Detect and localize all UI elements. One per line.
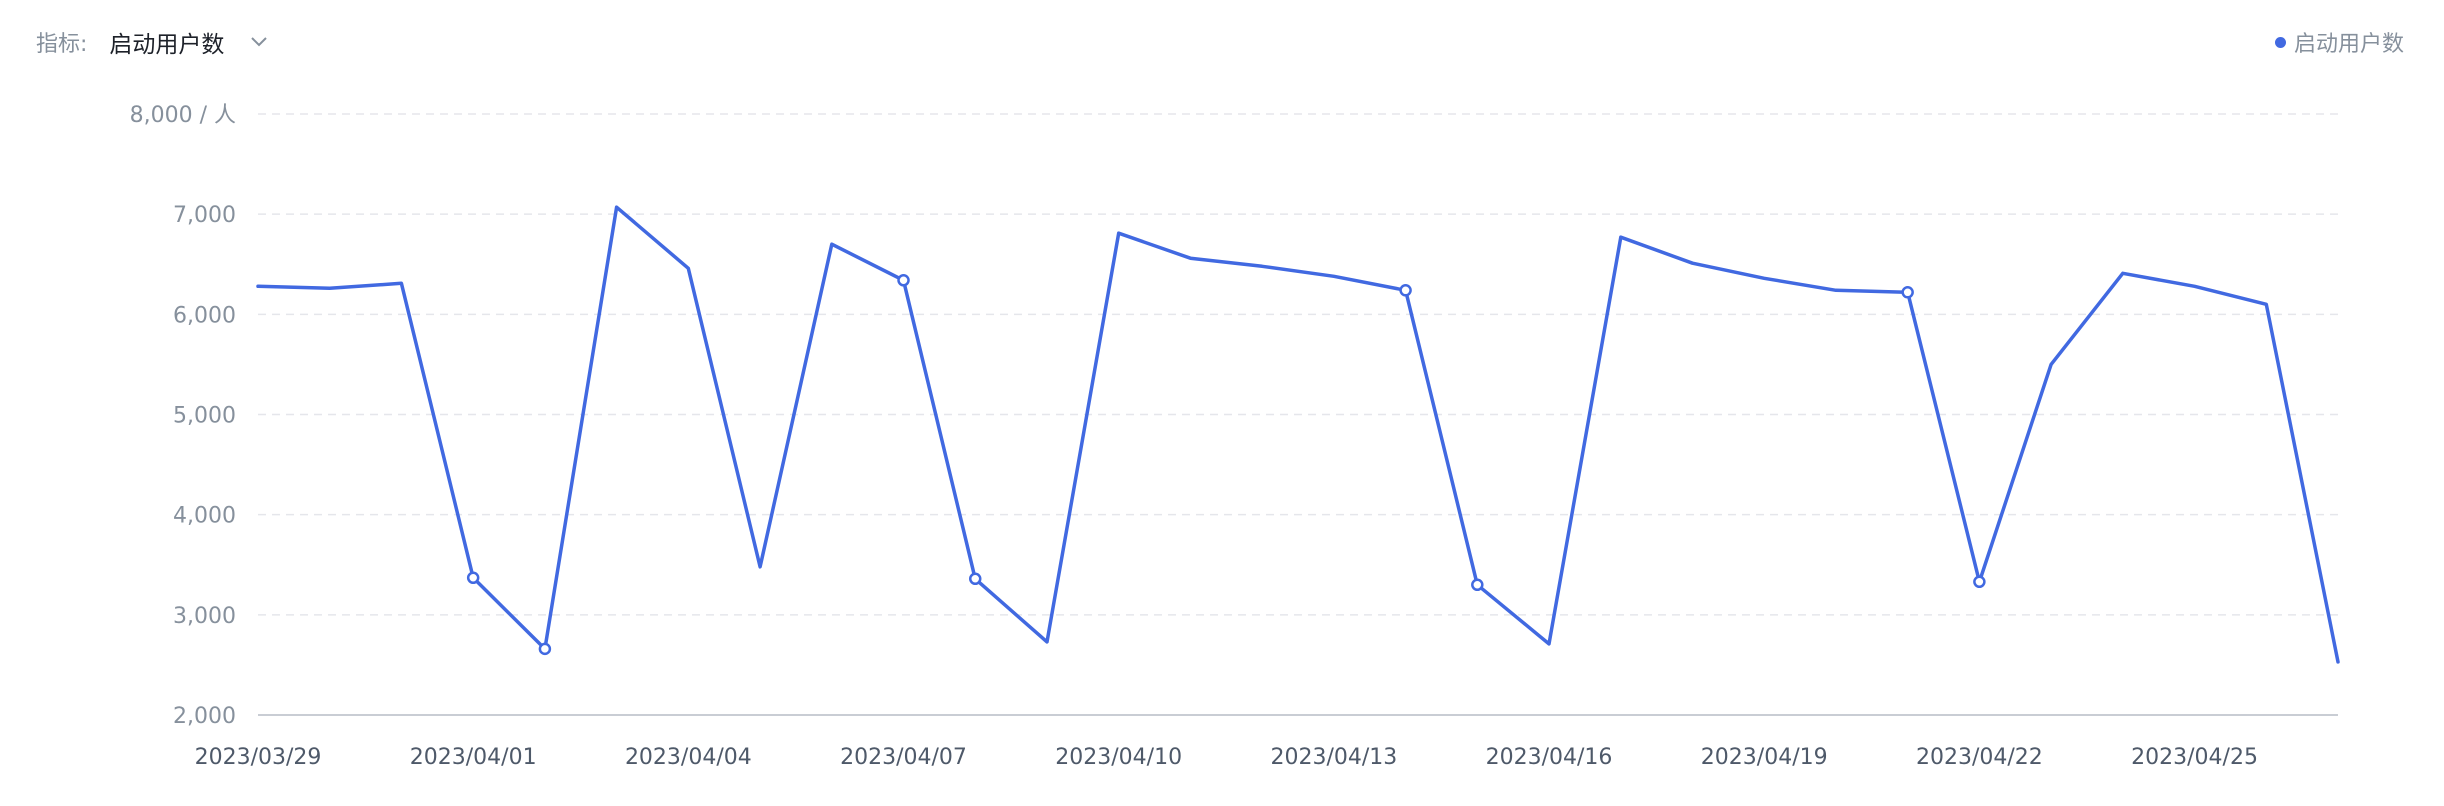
metric-select[interactable]: 启动用户数 — [109, 25, 268, 59]
x-tick-label: 2023/04/07 — [840, 745, 967, 770]
data-point — [1399, 284, 1412, 297]
x-tick-label: 2023/04/10 — [1055, 745, 1182, 770]
data-point — [1471, 578, 1484, 592]
y-tick-label: 6,000 — [173, 303, 236, 328]
metric-label: 指标: — [36, 32, 88, 57]
x-tick-label: 2023/04/19 — [1701, 745, 1828, 770]
x-tick-label: 2023/04/16 — [1486, 745, 1613, 770]
y-tick-label: 5,000 — [173, 404, 236, 429]
chevron-down-icon — [250, 36, 268, 48]
y-tick-label: 3,000 — [173, 604, 236, 629]
data-point — [897, 274, 910, 287]
metric-toolbar: 指标: 启动用户数 — [36, 22, 268, 62]
data-point — [1973, 575, 1986, 589]
x-tick-label: 2023/04/13 — [1270, 745, 1397, 770]
metric-select-value: 启动用户数 — [109, 32, 225, 58]
data-point — [538, 642, 552, 656]
x-tick-label: 2023/04/22 — [1916, 745, 2043, 770]
x-axis: 2023/03/29 2023/04/01 2023/04/04 2023/04/07… — [195, 714, 2338, 770]
y-tick-label: 8,000 / 人 — [130, 103, 236, 128]
y-axis: 2,000 3,000 4,000 5,000 6,000 7,000 8,000 / 人 — [130, 103, 236, 729]
data-point — [1901, 286, 1914, 299]
chart-grid — [258, 113, 2338, 616]
x-tick-label: 2023/04/04 — [625, 745, 752, 770]
chart-legend[interactable]: 启动用户数 — [2274, 22, 2404, 62]
legend-label: 启动用户数 — [2293, 32, 2404, 57]
y-tick-label: 2,000 — [173, 704, 236, 729]
x-tick-label: 2023/04/25 — [2131, 745, 2258, 770]
series-line — [256, 205, 2340, 664]
y-tick-label: 4,000 — [173, 504, 236, 529]
x-tick-label: 2023/04/01 — [410, 745, 537, 770]
y-tick-label: 7,000 — [173, 203, 236, 228]
legend-dot-icon — [2274, 36, 2286, 48]
x-tick-label: 2023/03/29 — [195, 745, 322, 770]
data-point — [466, 571, 480, 585]
data-point — [968, 572, 982, 586]
chart-series — [256, 205, 2340, 664]
